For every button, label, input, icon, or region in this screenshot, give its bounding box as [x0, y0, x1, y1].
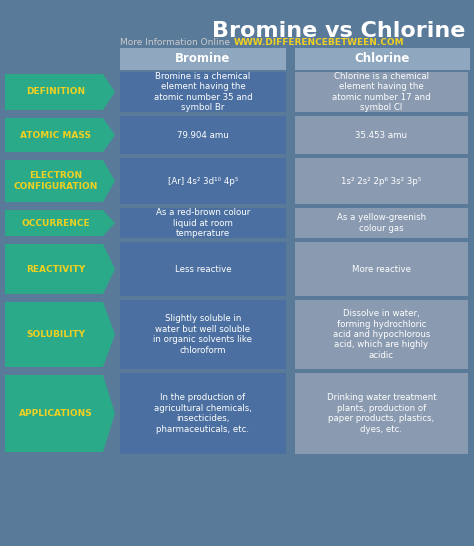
Text: 79.904 amu: 79.904 amu [177, 130, 229, 139]
Polygon shape [5, 210, 115, 236]
FancyBboxPatch shape [120, 158, 286, 204]
FancyBboxPatch shape [120, 72, 286, 112]
FancyBboxPatch shape [120, 116, 286, 154]
Polygon shape [5, 118, 115, 152]
FancyBboxPatch shape [295, 208, 468, 238]
FancyBboxPatch shape [120, 300, 286, 369]
Text: Chlorine is a chemical
element having the
atomic number 17 and
symbol Cl: Chlorine is a chemical element having th… [332, 72, 431, 112]
Text: As a red-brown colour
liquid at room
temperature: As a red-brown colour liquid at room tem… [156, 208, 250, 238]
Polygon shape [5, 375, 115, 452]
Text: ATOMIC MASS: ATOMIC MASS [20, 130, 91, 139]
FancyBboxPatch shape [295, 72, 468, 112]
Text: [Ar] 4s² 3d¹⁰ 4p⁵: [Ar] 4s² 3d¹⁰ 4p⁵ [168, 176, 238, 186]
Text: In the production of
agricultural chemicals,
insecticides,
pharmaceuticals, etc.: In the production of agricultural chemic… [154, 394, 252, 434]
Text: Bromine vs Chlorine: Bromine vs Chlorine [211, 21, 465, 41]
Text: SOLUBILITY: SOLUBILITY [27, 330, 85, 339]
Text: DEFINITION: DEFINITION [27, 87, 86, 97]
FancyBboxPatch shape [120, 208, 286, 238]
FancyBboxPatch shape [120, 242, 286, 296]
FancyBboxPatch shape [295, 373, 468, 454]
Polygon shape [5, 74, 115, 110]
Text: REACTIVITY: REACTIVITY [27, 264, 86, 274]
FancyBboxPatch shape [295, 158, 468, 204]
Polygon shape [5, 244, 115, 294]
FancyBboxPatch shape [295, 48, 470, 70]
Text: 1s² 2s² 2p⁶ 3s² 3p⁵: 1s² 2s² 2p⁶ 3s² 3p⁵ [341, 176, 422, 186]
Text: Bromine is a chemical
element having the
atomic number 35 and
symbol Br: Bromine is a chemical element having the… [154, 72, 252, 112]
Text: Bromine: Bromine [175, 52, 231, 66]
Text: APPLICATIONS: APPLICATIONS [19, 409, 93, 418]
Text: Drinking water treatment
plants, production of
paper products, plastics,
dyes, e: Drinking water treatment plants, product… [327, 394, 436, 434]
Text: Slightly soluble in
water but well soluble
in organic solvents like
chloroform: Slightly soluble in water but well solub… [154, 314, 253, 354]
FancyBboxPatch shape [295, 116, 468, 154]
Text: Less reactive: Less reactive [175, 264, 231, 274]
FancyBboxPatch shape [295, 300, 468, 369]
Text: WWW.DIFFERENCEBETWEEN.COM: WWW.DIFFERENCEBETWEEN.COM [234, 38, 405, 47]
Text: 35.453 amu: 35.453 amu [356, 130, 408, 139]
Text: Dissolve in water,
forming hydrochloric
acid and hypochlorous
acid, which are hi: Dissolve in water, forming hydrochloric … [333, 309, 430, 360]
Text: More reactive: More reactive [352, 264, 411, 274]
Text: Chlorine: Chlorine [355, 52, 410, 66]
Text: More Information Online: More Information Online [120, 38, 230, 47]
FancyBboxPatch shape [295, 242, 468, 296]
FancyBboxPatch shape [120, 373, 286, 454]
Text: As a yellow-greenish
colour gas: As a yellow-greenish colour gas [337, 213, 426, 233]
FancyBboxPatch shape [120, 48, 286, 70]
Text: ELECTRON
CONFIGURATION: ELECTRON CONFIGURATION [14, 171, 98, 191]
Polygon shape [5, 160, 115, 202]
Polygon shape [5, 302, 115, 367]
Text: OCCURRENCE: OCCURRENCE [22, 218, 91, 228]
